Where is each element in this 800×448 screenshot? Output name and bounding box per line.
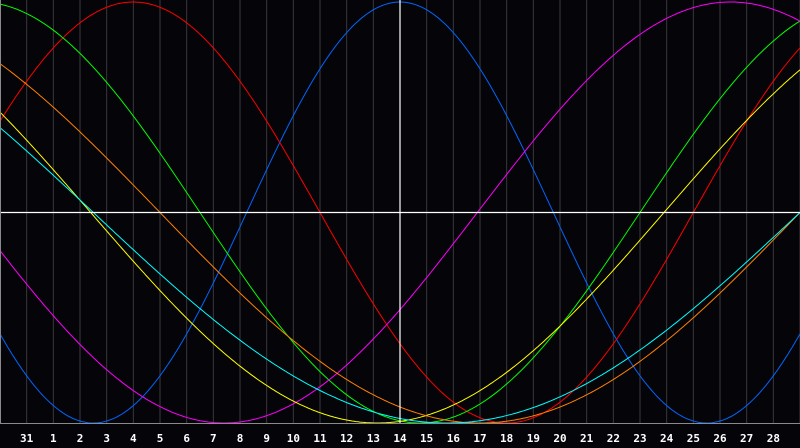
x-tick-label: 1 [50,432,57,445]
x-tick-label: 5 [157,432,164,445]
x-tick-label: 25 [687,432,700,445]
x-tick-label: 23 [633,432,646,445]
x-tick-label: 21 [580,432,594,445]
grid [0,0,800,423]
x-tick-label: 20 [553,432,566,445]
x-tick-label: 16 [447,432,461,445]
x-tick-label: 14 [393,432,407,445]
x-tick-label: 15 [420,432,433,445]
axes [0,0,800,424]
x-tick-label: 10 [287,432,300,445]
x-tick-label: 4 [130,432,137,445]
x-tick-label: 8 [237,432,244,445]
x-tick-label: 12 [340,432,353,445]
x-tick-label: 22 [607,432,620,445]
x-tick-label: 26 [713,432,727,445]
x-tick-labels: 31 1 2 3 4 5 6 7 8 9 10 11 12 13 14 15 16 17 18 19 20 21 22 23 2… [20,432,780,445]
x-tick-label: 18 [500,432,513,445]
x-tick-label: 2 [77,432,84,445]
x-tick-label: 13 [367,432,380,445]
x-tick-label: 19 [527,432,540,445]
x-tick-label: 3 [103,432,110,445]
x-tick-label: 11 [313,432,327,445]
x-tick-label: 27 [740,432,753,445]
x-tick-label: 9 [263,432,270,445]
x-tick-label: 28 [767,432,780,445]
x-tick-label: 6 [183,432,190,445]
x-tick-label: 17 [473,432,486,445]
x-tick-label: 7 [210,432,217,445]
x-tick-label: 31 [20,432,34,445]
x-tick-label: 24 [660,432,674,445]
